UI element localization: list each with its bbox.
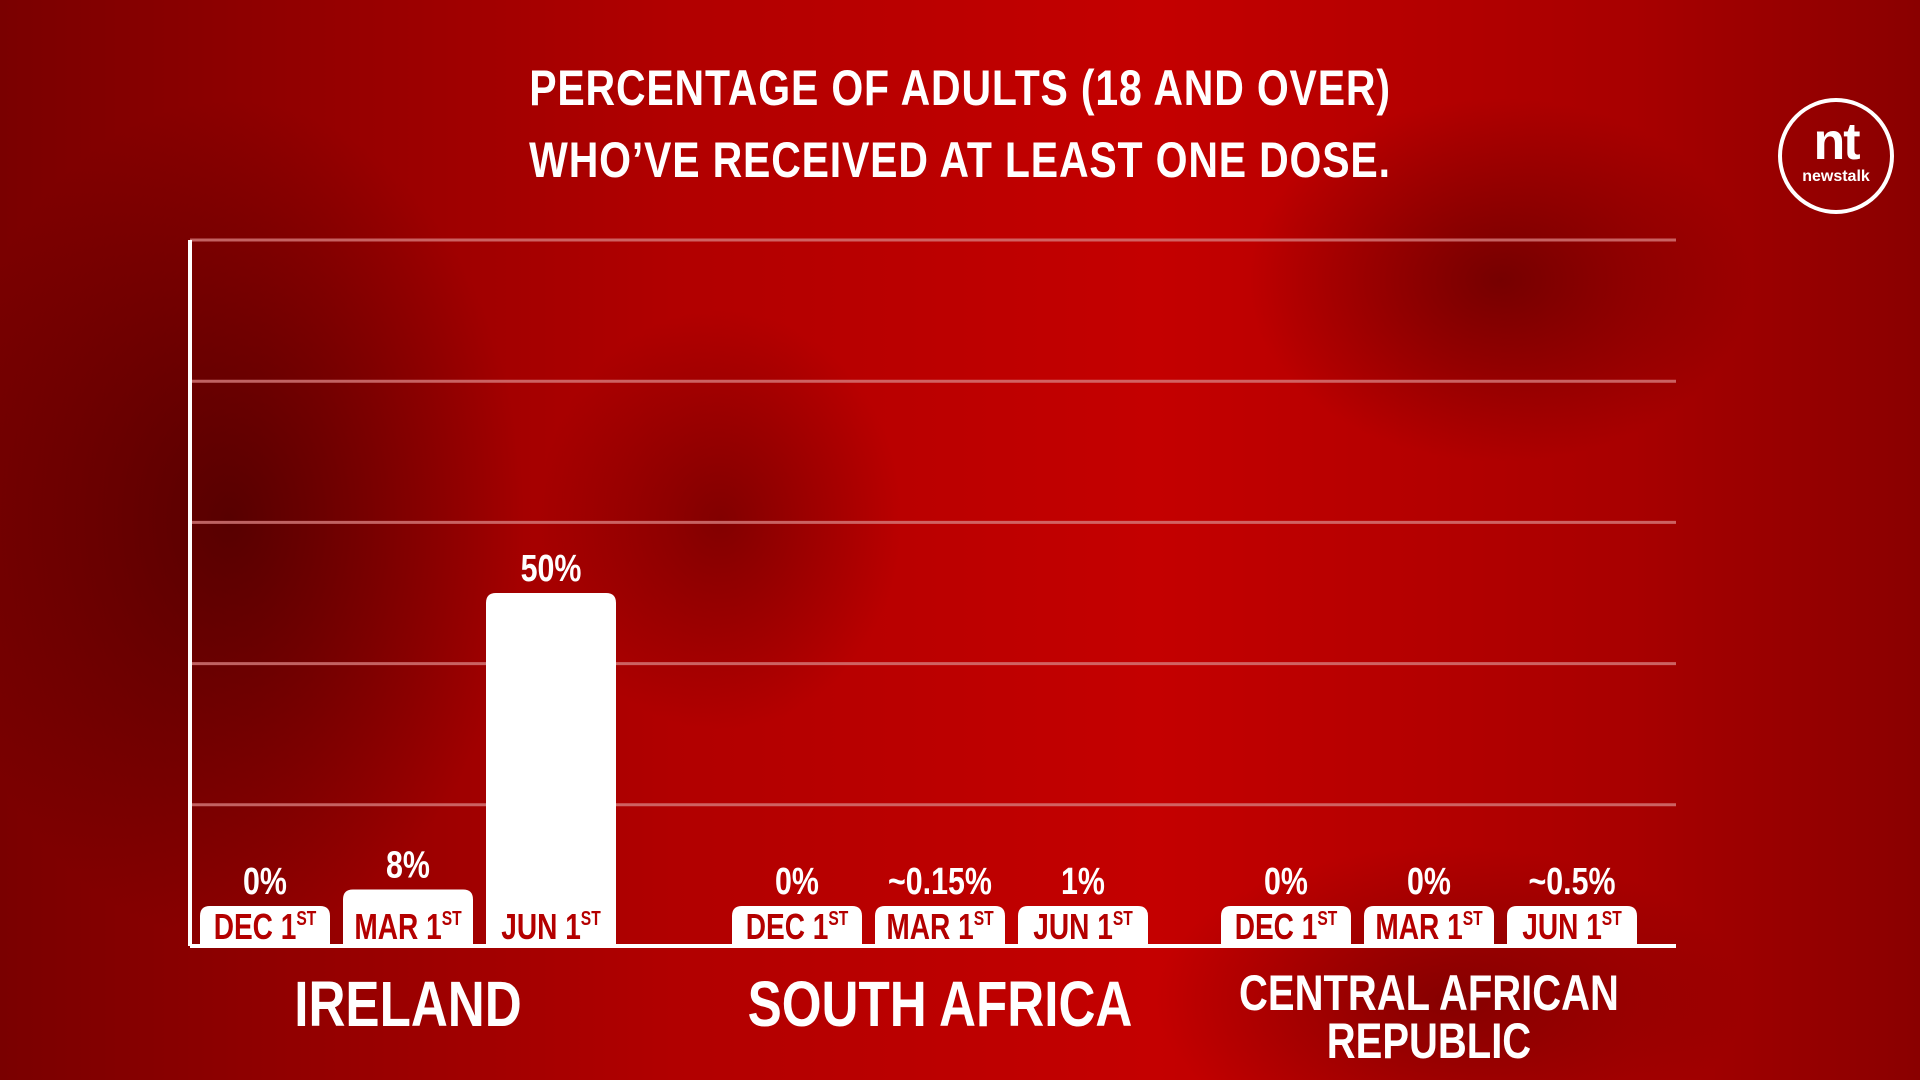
bar-value-label: 8% bbox=[386, 844, 430, 886]
bar bbox=[1018, 906, 1148, 946]
bar bbox=[343, 889, 473, 946]
chart-title: PERCENTAGE OF ADULTS (18 AND OVER) WHO’V… bbox=[173, 52, 1747, 196]
chart-title-line-1: PERCENTAGE OF ADULTS (18 AND OVER) bbox=[529, 60, 1391, 116]
bar-value-label: ~0.15% bbox=[888, 861, 992, 903]
group-label: IRELAND bbox=[294, 970, 521, 1041]
bar bbox=[1364, 906, 1494, 946]
bar-category-label: MAR 1ST bbox=[886, 907, 993, 947]
group-label: SOUTH AFRICA bbox=[748, 970, 1133, 1041]
bar bbox=[1221, 906, 1351, 946]
logo-wordmark: newstalk bbox=[1802, 168, 1870, 185]
group-label: REPUBLIC bbox=[1327, 1013, 1531, 1069]
bar-value-label: 0% bbox=[1264, 861, 1308, 903]
bar bbox=[732, 906, 862, 946]
bar-value-label: 0% bbox=[243, 861, 287, 903]
bar bbox=[486, 593, 616, 946]
logo-mark: nt bbox=[1813, 113, 1860, 171]
bar bbox=[200, 906, 330, 946]
bar-category-label: MAR 1ST bbox=[354, 907, 461, 947]
bar-value-label: 0% bbox=[1407, 861, 1451, 903]
bar-category-label: JUN 1ST bbox=[1033, 907, 1133, 947]
bar-value-label: 0% bbox=[775, 861, 819, 903]
bar-category-label: JUN 1ST bbox=[1522, 907, 1622, 947]
bar-category-label: DEC 1ST bbox=[1235, 907, 1338, 947]
bar-category-label: DEC 1ST bbox=[214, 907, 317, 947]
bar-category-label: DEC 1ST bbox=[746, 907, 849, 947]
group-label: CENTRAL AFRICAN bbox=[1239, 965, 1619, 1021]
bar-value-label: 1% bbox=[1061, 861, 1105, 903]
bar-value-label: 50% bbox=[521, 548, 582, 590]
bar-category-label: JUN 1ST bbox=[501, 907, 601, 947]
bar-value-label: ~0.5% bbox=[1528, 861, 1615, 903]
bar bbox=[875, 906, 1005, 946]
bar bbox=[1507, 906, 1637, 946]
newstalk-logo: nt newstalk bbox=[1778, 98, 1894, 214]
chart-title-line-2: WHO’VE RECEIVED AT LEAST ONE DOSE. bbox=[529, 132, 1391, 188]
bar-category-label: MAR 1ST bbox=[1375, 907, 1482, 947]
